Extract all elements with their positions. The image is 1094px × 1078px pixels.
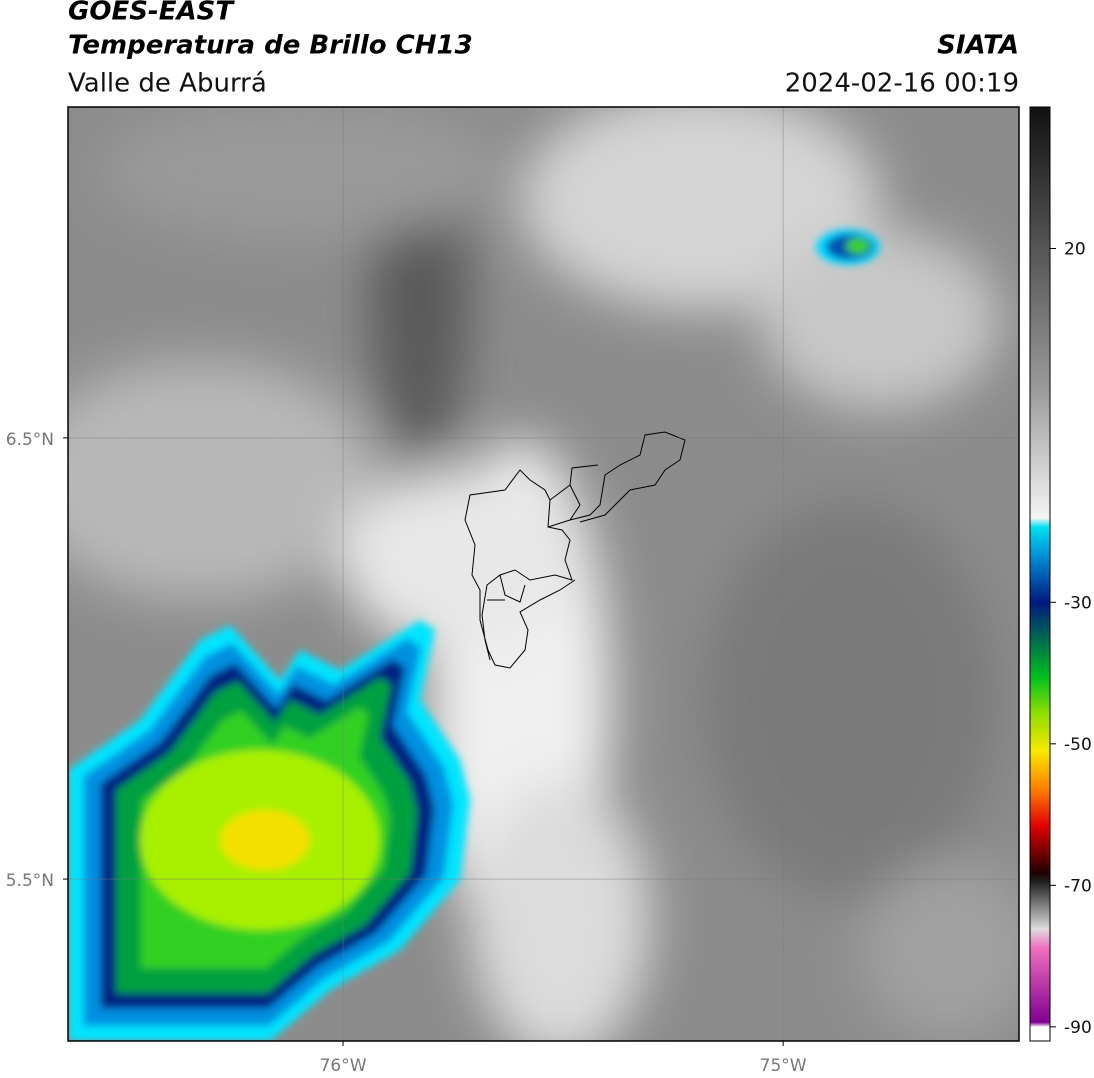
colorbar-tick-label: -90 [1064,1018,1092,1038]
x-tick-label: 76°W [320,1056,367,1076]
colorbar-tick-label: 20 [1064,240,1086,260]
subtitle: Temperatura de Brillo CH13 [68,31,473,61]
colorbar-tick-label: -50 [1064,735,1092,755]
x-tick-label: 75°W [760,1056,807,1076]
colorbar [1029,106,1051,1042]
satellite-image [68,107,1019,1041]
aburra-valley-outline [464,431,686,669]
source: SIATA [937,31,1019,61]
y-tick-label: 5.5°N [6,871,54,891]
y-tick-label: 6.5°N [6,430,54,450]
region: Valle de Aburrá [68,69,267,99]
colorbar-tick-label: -30 [1064,593,1092,613]
datetime: 2024-02-16 00:19 [785,69,1019,99]
title: GOES-EAST [68,0,235,27]
colorbar-tick-label: -70 [1064,876,1092,896]
map-frame [67,106,1020,1042]
